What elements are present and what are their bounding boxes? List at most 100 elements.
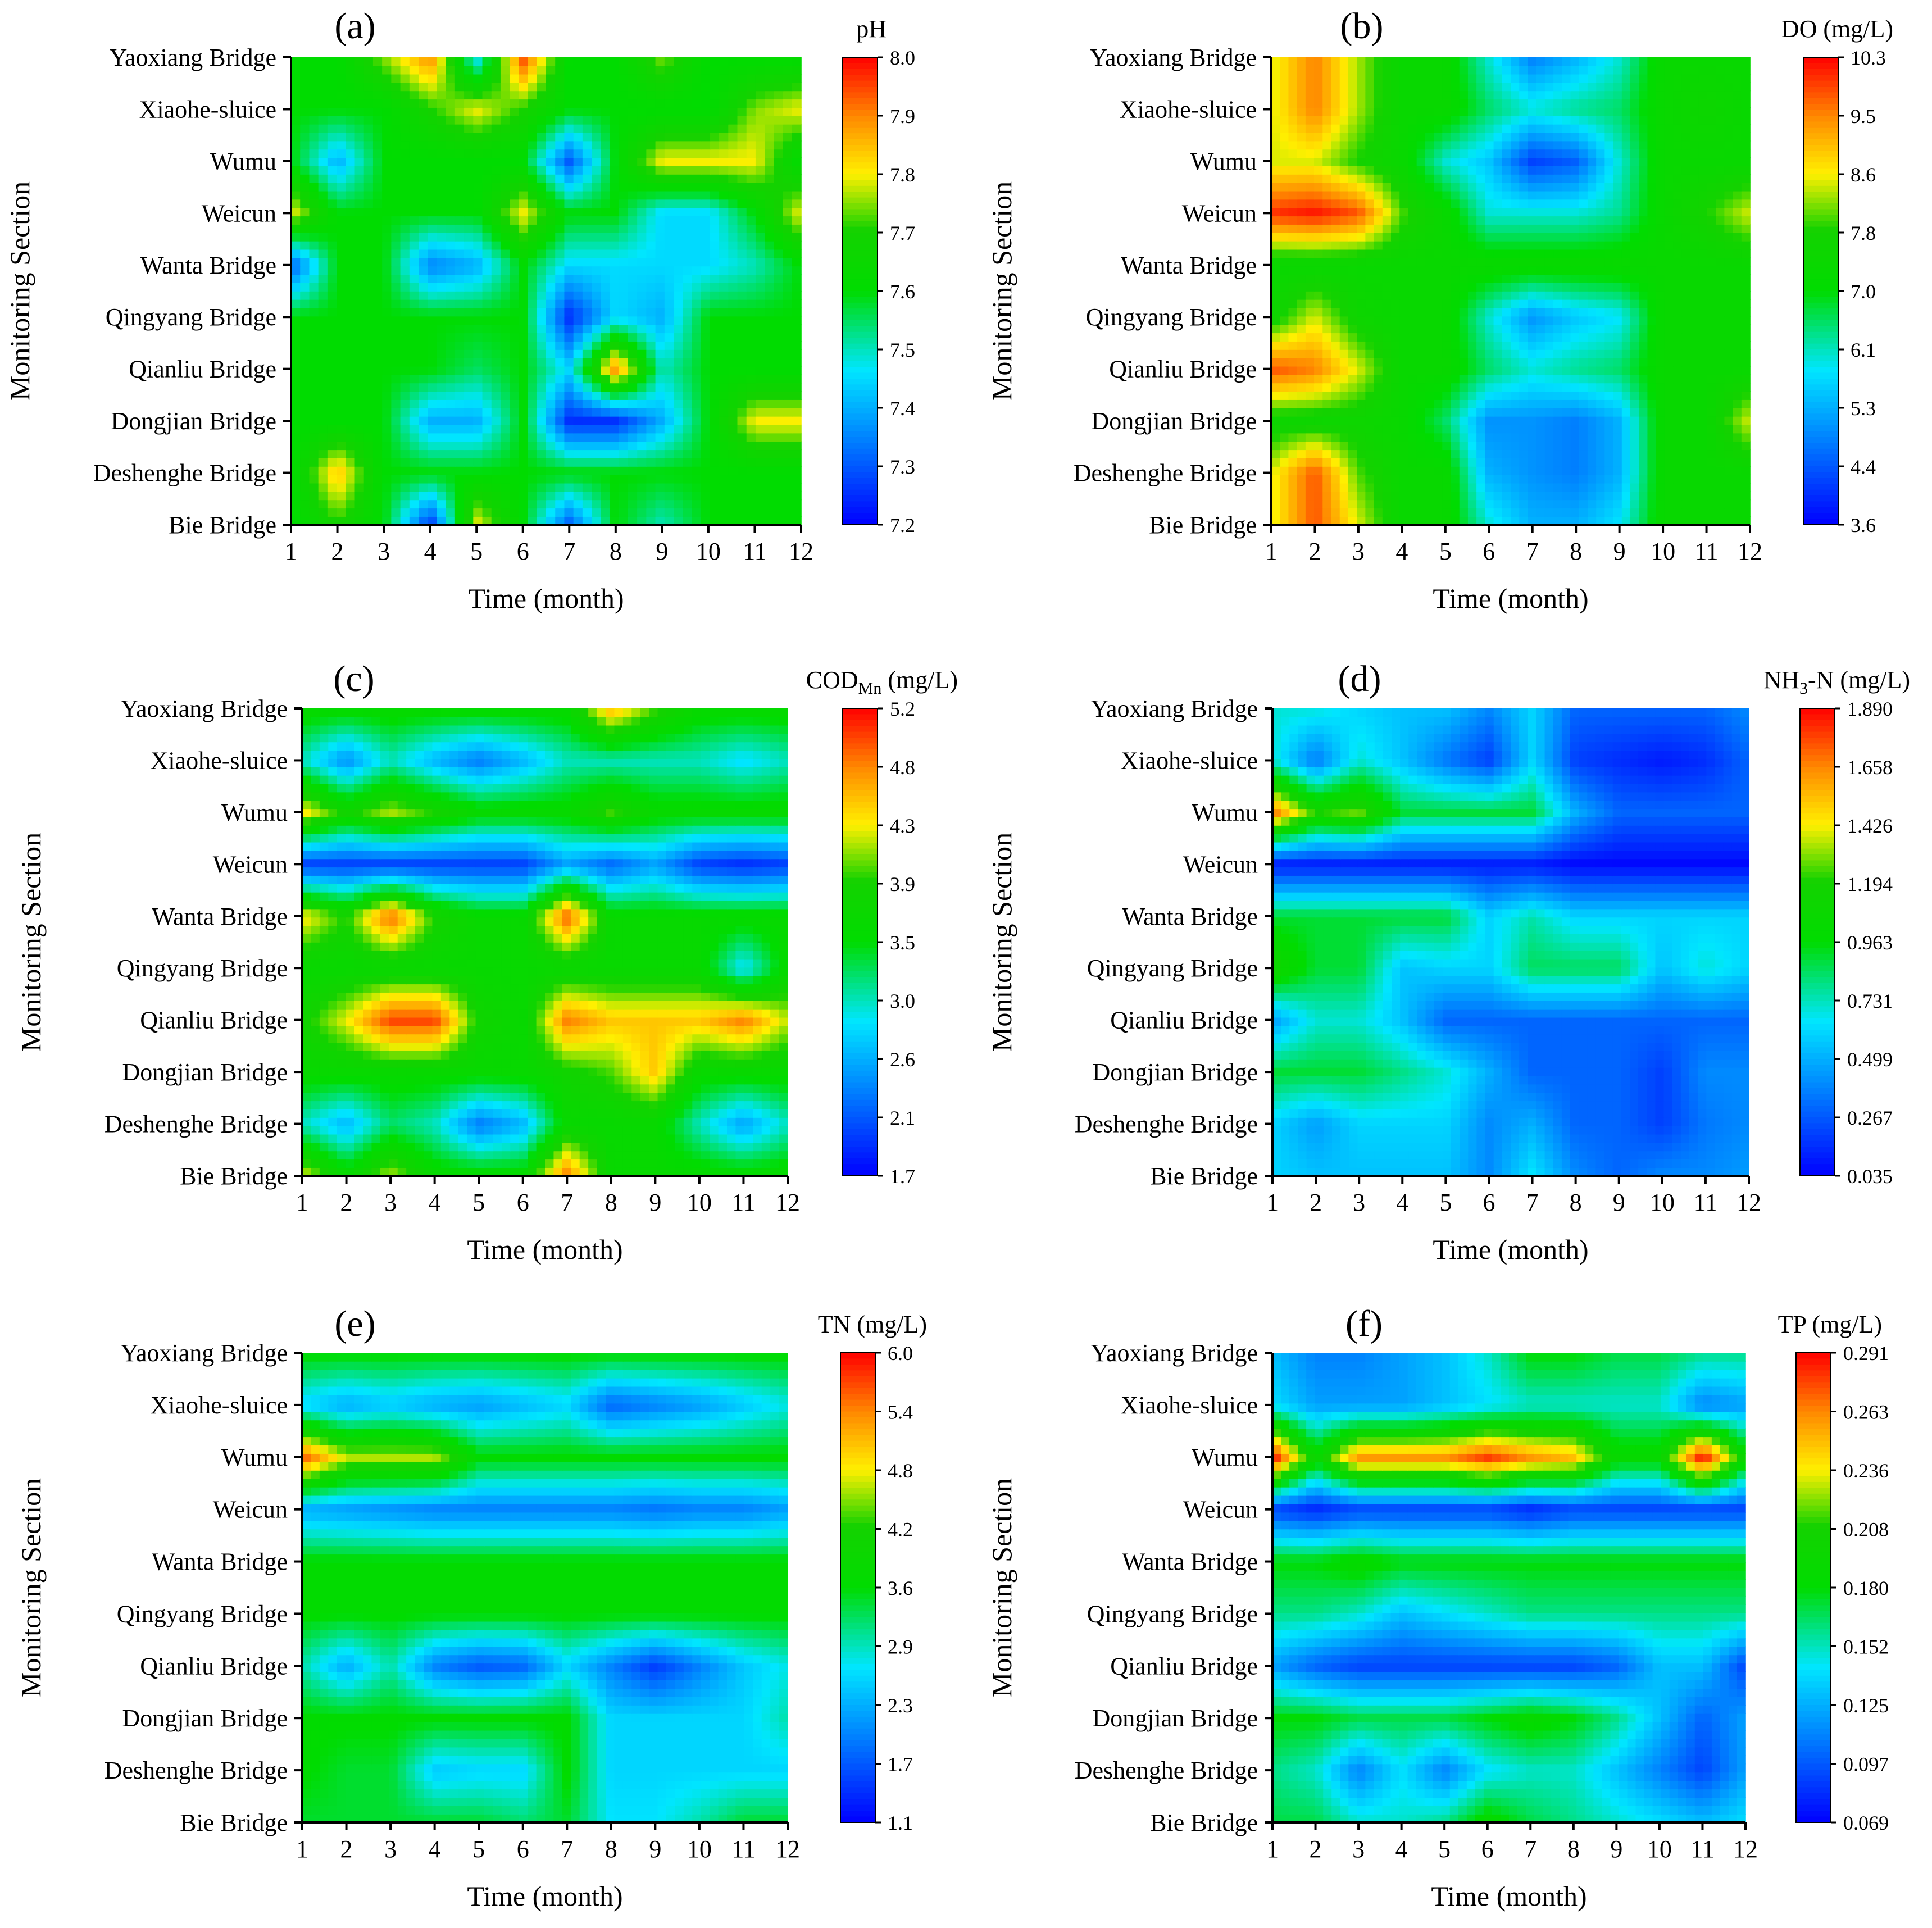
heatmap-cell bbox=[1613, 499, 1622, 509]
heatmap-cell bbox=[1357, 391, 1366, 400]
heatmap-cell bbox=[1322, 274, 1332, 283]
heatmap-cell bbox=[446, 433, 456, 442]
heatmap-cell bbox=[437, 491, 447, 501]
heatmap-cell bbox=[1348, 266, 1357, 275]
heatmap-cell bbox=[646, 116, 656, 125]
heatmap-cell bbox=[510, 299, 520, 308]
heatmap-cell bbox=[382, 491, 392, 501]
heatmap-cell bbox=[1502, 433, 1511, 442]
heatmap-cell bbox=[719, 149, 729, 158]
heatmap-cell bbox=[655, 516, 665, 525]
heatmap-cell bbox=[537, 516, 547, 525]
heatmap-cell bbox=[1596, 483, 1606, 492]
heatmap-cell bbox=[1639, 458, 1648, 467]
heatmap-cell bbox=[1741, 283, 1751, 292]
heatmap-cell bbox=[783, 216, 793, 225]
heatmap-cell bbox=[1647, 383, 1657, 392]
heatmap-cell bbox=[491, 474, 501, 484]
heatmap-cell bbox=[1288, 316, 1298, 325]
heatmap-cell bbox=[1339, 266, 1349, 275]
heatmap-cell bbox=[346, 374, 356, 384]
heatmap-cell bbox=[1467, 391, 1477, 400]
heatmap-cell bbox=[437, 199, 447, 208]
heatmap-cell bbox=[710, 408, 720, 417]
heatmap-cell bbox=[1391, 516, 1401, 525]
heatmap-cell bbox=[555, 416, 565, 425]
heatmap-cell bbox=[391, 132, 401, 142]
heatmap-cell bbox=[437, 474, 447, 484]
heatmap-cell bbox=[1459, 341, 1469, 350]
heatmap-cell bbox=[601, 466, 611, 475]
heatmap-cell bbox=[701, 341, 711, 350]
heatmap-cell bbox=[637, 449, 647, 458]
heatmap-cell bbox=[592, 140, 602, 150]
heatmap-cell bbox=[454, 266, 465, 275]
heatmap-cell bbox=[1630, 516, 1640, 525]
heatmap-cell bbox=[363, 74, 374, 83]
heatmap-cell bbox=[646, 299, 656, 308]
heatmap-cell bbox=[1297, 441, 1306, 451]
heatmap-cell bbox=[409, 274, 419, 283]
heatmap-cell bbox=[655, 140, 665, 150]
heatmap-cell bbox=[783, 90, 793, 100]
heatmap-cell bbox=[300, 99, 310, 108]
heatmap-cell bbox=[419, 291, 429, 300]
heatmap-cell bbox=[1553, 483, 1563, 492]
heatmap-cell bbox=[1724, 324, 1734, 334]
heatmap-cell bbox=[473, 366, 483, 375]
heatmap-cell bbox=[1434, 357, 1443, 367]
heatmap-cell bbox=[774, 190, 784, 200]
heatmap-cell bbox=[628, 341, 638, 350]
heatmap-cell bbox=[1416, 283, 1426, 292]
heatmap-cell bbox=[1502, 449, 1511, 458]
heatmap-cell bbox=[1365, 366, 1375, 375]
heatmap-cell bbox=[1579, 433, 1588, 442]
heatmap-cell bbox=[792, 157, 802, 166]
heatmap-cell bbox=[1442, 491, 1452, 501]
heatmap-cell bbox=[701, 516, 711, 525]
heatmap-cell bbox=[582, 399, 592, 408]
heatmap-cell bbox=[510, 316, 520, 325]
heatmap-cell bbox=[1467, 383, 1477, 392]
heatmap-cell bbox=[1613, 483, 1622, 492]
heatmap-cell bbox=[372, 283, 383, 292]
heatmap-cell bbox=[1707, 341, 1716, 350]
heatmap-cell bbox=[1314, 349, 1324, 358]
heatmap-cell bbox=[446, 224, 456, 233]
heatmap-cell bbox=[792, 82, 802, 92]
heatmap-cell bbox=[473, 190, 483, 200]
heatmap-cell bbox=[473, 491, 483, 501]
heatmap-cell bbox=[646, 474, 656, 484]
heatmap-cell bbox=[573, 441, 583, 451]
heatmap-cell bbox=[646, 283, 656, 292]
heatmap-cell bbox=[573, 499, 583, 509]
heatmap-cell bbox=[318, 124, 328, 133]
heatmap-cell bbox=[1621, 366, 1631, 375]
heatmap-cell bbox=[774, 90, 784, 100]
heatmap-cell bbox=[510, 182, 520, 192]
heatmap-cell bbox=[546, 257, 556, 267]
heatmap-cell bbox=[1305, 383, 1315, 392]
heatmap-cell bbox=[655, 132, 665, 142]
heatmap-cell bbox=[1305, 366, 1315, 375]
heatmap-cell bbox=[428, 157, 438, 166]
heatmap-cell bbox=[428, 324, 438, 334]
heatmap-cell bbox=[1467, 483, 1477, 492]
heatmap-cell bbox=[564, 366, 574, 375]
heatmap-cell bbox=[1314, 391, 1324, 400]
heatmap-cell bbox=[327, 116, 337, 125]
heatmap-cell bbox=[755, 491, 765, 501]
heatmap-cell bbox=[1425, 499, 1434, 509]
heatmap-cell bbox=[382, 391, 392, 400]
heatmap-cell bbox=[519, 299, 529, 308]
heatmap-cell bbox=[628, 416, 638, 425]
heatmap-cell bbox=[1416, 383, 1426, 392]
colorbar-segment bbox=[843, 63, 878, 70]
heatmap-cell bbox=[783, 157, 793, 166]
heatmap-cell bbox=[1519, 474, 1529, 484]
heatmap-cell bbox=[1476, 366, 1486, 375]
heatmap-cell bbox=[592, 307, 602, 317]
heatmap-cell bbox=[428, 399, 438, 408]
heatmap-cell bbox=[601, 291, 611, 300]
heatmap-cell bbox=[419, 174, 429, 183]
